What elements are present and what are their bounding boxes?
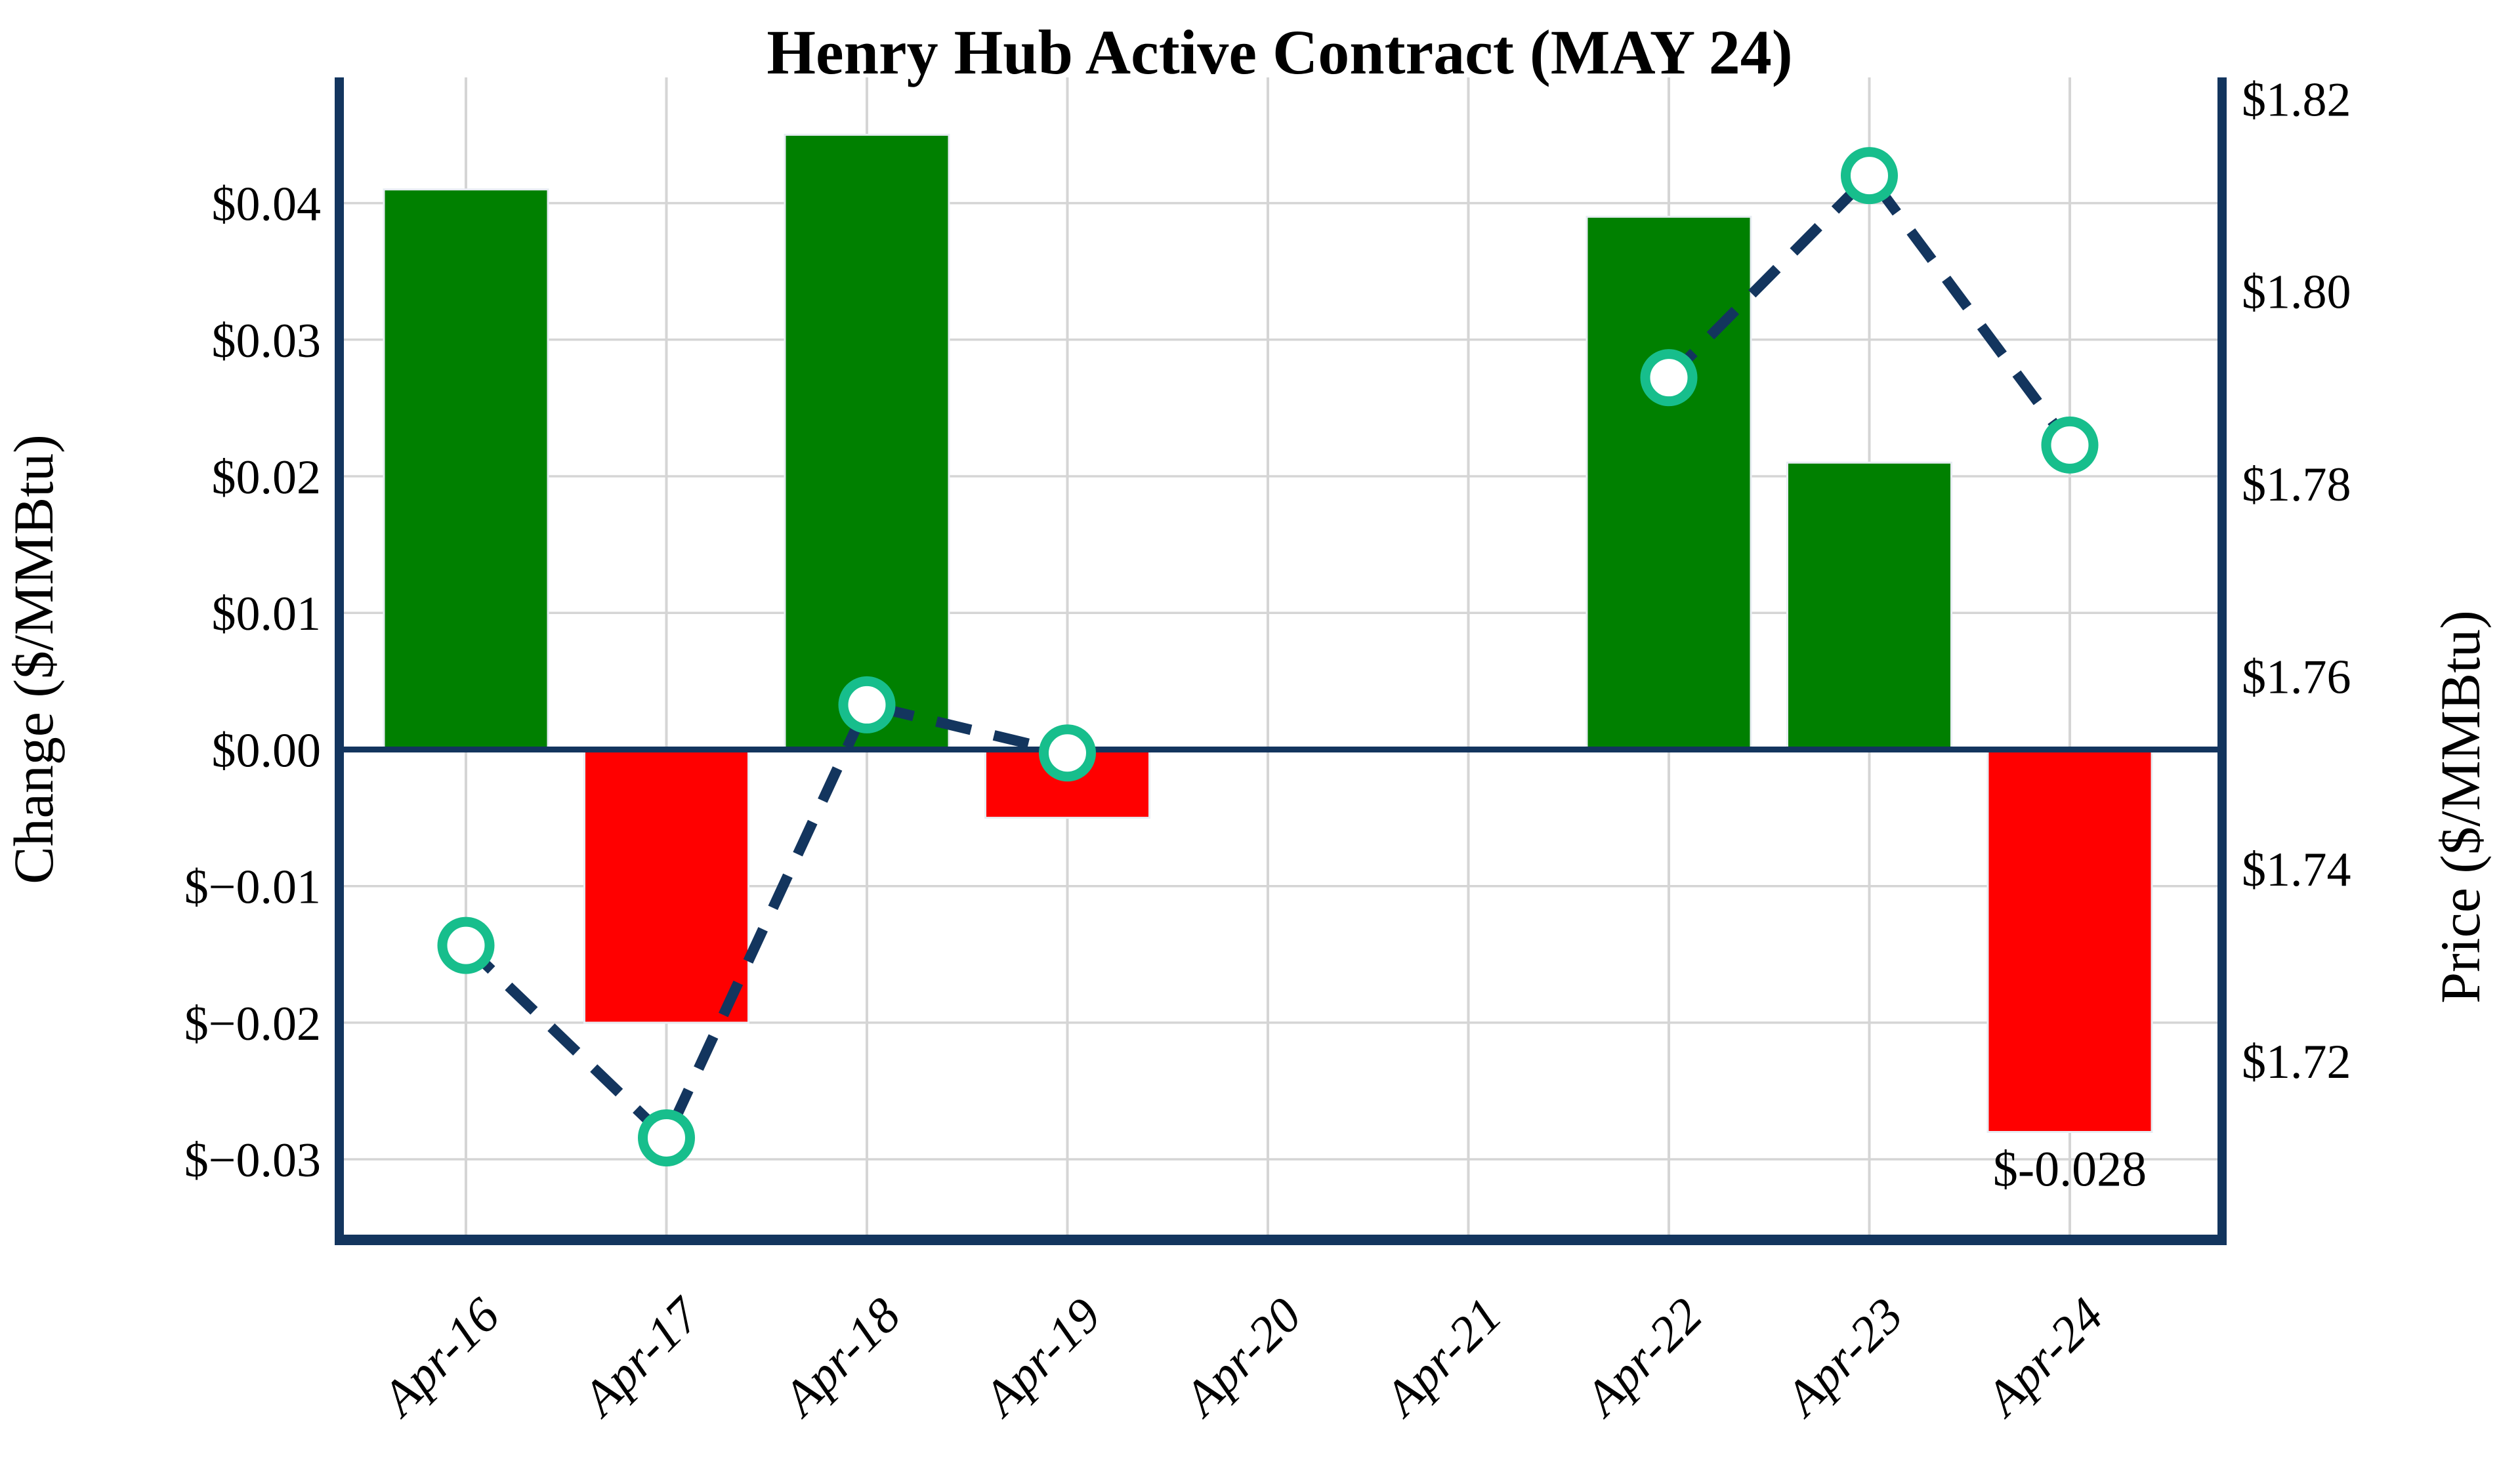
left-axis-label: Change ($/MMBtu) [2, 434, 65, 884]
bar-Apr-16 [383, 188, 549, 750]
price-marker-Apr-19 [1039, 724, 1096, 782]
x-tick-label-Apr-18: Apr-18 [770, 1288, 911, 1428]
left-tick-label: $0.03 [212, 314, 322, 368]
bar-Apr-22 [1586, 215, 1752, 750]
left-tick-label: $−0.02 [184, 997, 321, 1051]
left-tick-label: $−0.01 [184, 861, 321, 915]
bar-Apr-19 [984, 748, 1150, 819]
price-marker-Apr-24 [2041, 416, 2099, 474]
bar-value-annotation: $-0.028 [1993, 1142, 2147, 1197]
price-marker-Apr-16 [437, 916, 495, 974]
plot-area: $-0.028 $0.04 $0.03 $0.02 $0.01 $0.00 $−0.01 $−… [184, 73, 2351, 1428]
x-tick-label-Apr-24: Apr-24 [1973, 1288, 2114, 1428]
left-tick-label: $0.02 [212, 451, 322, 504]
right-tick-label: $1.82 [2242, 73, 2351, 127]
right-tick-label: $1.80 [2242, 266, 2351, 319]
right-tick-label: $1.72 [2242, 1035, 2351, 1089]
price-line-segment [462, 699, 1069, 1147]
x-tick-label-Apr-16: Apr-16 [369, 1288, 510, 1428]
x-tick-label-Apr-22: Apr-22 [1572, 1288, 1713, 1428]
left-tick-label: $−0.03 [184, 1134, 321, 1187]
right-tick-label: $1.74 [2242, 843, 2351, 897]
price-marker-Apr-18 [838, 676, 896, 733]
left-tick-label: $0.00 [212, 724, 322, 777]
x-tick-label-Apr-20: Apr-20 [1171, 1288, 1312, 1428]
right-tick-label: $1.78 [2242, 458, 2351, 512]
bar-Apr-17 [583, 748, 749, 1024]
x-tick-label-Apr-23: Apr-23 [1773, 1288, 1913, 1428]
bar-Apr-23 [1786, 461, 1952, 750]
x-tick-label-Apr-19: Apr-19 [971, 1288, 1111, 1428]
bar-Apr-18 [784, 133, 950, 750]
right-tick-label: $1.76 [2242, 650, 2351, 704]
left-tick-label: $0.04 [212, 178, 322, 232]
chart-title: Henry Hub Active Contract (MAY 24) [766, 17, 1792, 87]
left-tick-label: $0.01 [212, 587, 322, 641]
right-axis-label: Price ($/MMBtu) [2429, 610, 2492, 1004]
x-tick-label-Apr-17: Apr-17 [570, 1286, 711, 1428]
price-marker-Apr-23 [1841, 147, 1898, 205]
price-marker-Apr-22 [1640, 349, 1698, 407]
price-marker-Apr-17 [638, 1109, 695, 1167]
bar-Apr-24 [1986, 748, 2153, 1134]
x-tick-label-Apr-21: Apr-21 [1372, 1288, 1512, 1428]
